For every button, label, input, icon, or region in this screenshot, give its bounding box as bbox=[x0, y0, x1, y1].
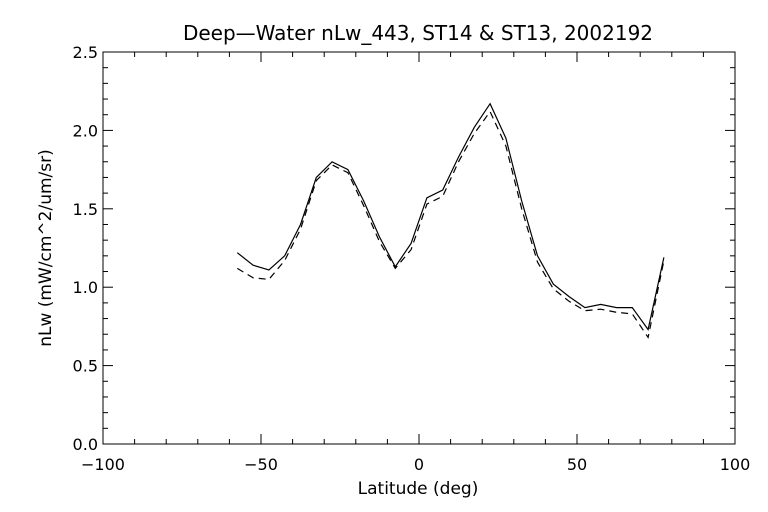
chart-title: Deep—Water nLw_443, ST14 & ST13, 2002192 bbox=[183, 21, 653, 45]
series-line-solid bbox=[236, 102, 665, 331]
y-tick-label: 1.0 bbox=[73, 278, 98, 297]
x-tick-label: 50 bbox=[567, 455, 587, 474]
x-tick-label: −50 bbox=[244, 455, 278, 474]
y-tick-label: 0.5 bbox=[73, 357, 98, 376]
axis-ticks: −100 −50 0 50 100 0.0 0.5 1.0 1.5 2.0 2.5 bbox=[73, 43, 751, 474]
x-tick-label: 100 bbox=[720, 455, 751, 474]
series-line-dashed bbox=[236, 110, 665, 339]
x-tick-label: −100 bbox=[81, 455, 125, 474]
y-tick-label: 1.5 bbox=[73, 200, 98, 219]
y-tick-label: 2.0 bbox=[73, 121, 98, 140]
plot-frame bbox=[102, 51, 736, 445]
series-group bbox=[236, 102, 665, 339]
x-tick-label: 0 bbox=[414, 455, 424, 474]
y-axis-label: nLw (mW/cm^2/um/sr) bbox=[36, 149, 56, 347]
y-tick-label: 2.5 bbox=[73, 43, 98, 62]
x-axis-label: Latitude (deg) bbox=[358, 479, 479, 499]
y-tick-label: 0.0 bbox=[73, 435, 98, 454]
